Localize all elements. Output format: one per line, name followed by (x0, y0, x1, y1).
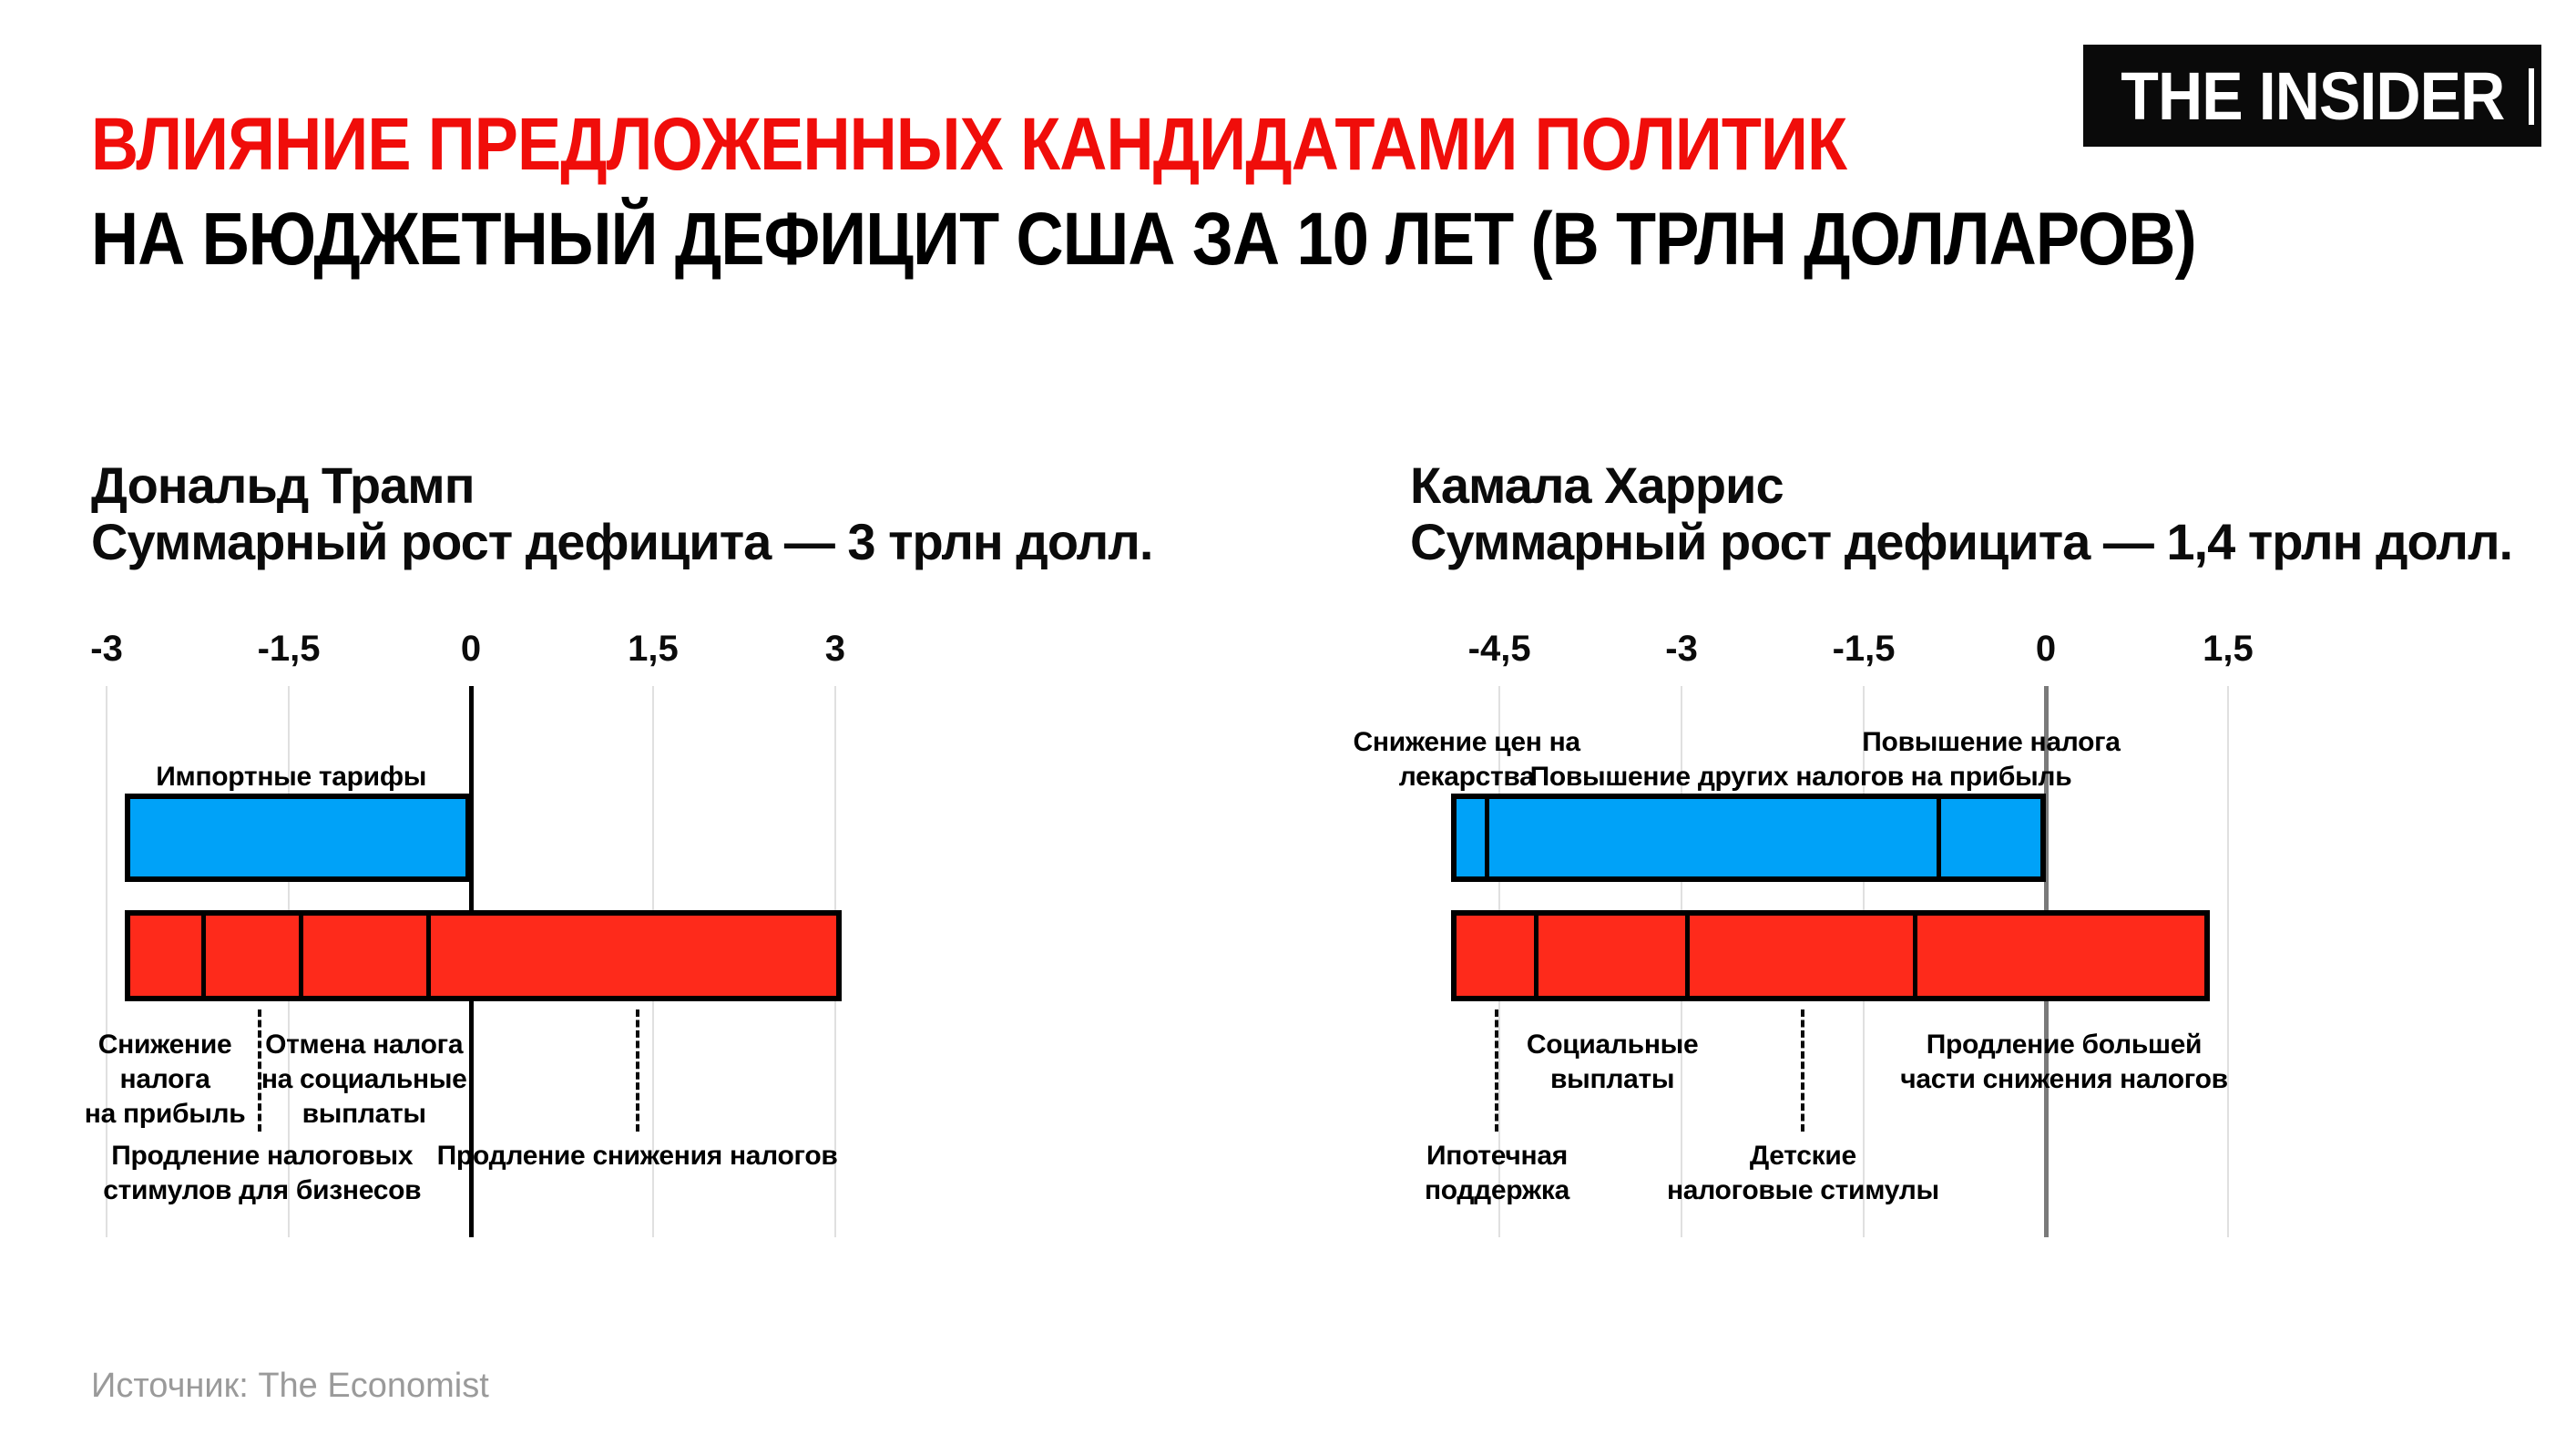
bar-segment-label: Продление большей части снижения налогов (1900, 1030, 2228, 1094)
annotation-connector (1801, 1009, 1805, 1132)
bar-segment-divider (1937, 799, 1942, 876)
bar-segment-label: Повышение других налогов (1529, 762, 1905, 792)
logo-cursor-bar (2529, 68, 2534, 125)
the-insider-logo: THE INSIDER (2083, 45, 2541, 147)
candidate-total-harris: Суммарный рост дефицита — 1,4 трлн долл. (1410, 513, 2513, 570)
bar-segment-divider (1912, 916, 1917, 996)
annotation-connector (1495, 1009, 1499, 1132)
axis-tick-label: 1,5 (2203, 629, 2254, 669)
bar-segment-divider (425, 916, 431, 996)
bar-segment-label: Импортные тарифы (156, 762, 427, 792)
savings-bar (1450, 794, 2046, 882)
bar-segment-label: Повышение налога на прибыль (1862, 727, 2121, 792)
bar-segment-divider (1485, 799, 1490, 876)
bar-segment-label: Снижение налога на прибыль (84, 1030, 246, 1129)
bar-segment-label: Снижение цен на лекарства (1353, 727, 1581, 792)
source-note: Источник: The Economist (91, 1367, 489, 1405)
axis-tick-label: -3 (1665, 629, 1698, 669)
annotation-connector (258, 1009, 262, 1132)
costs-bar (125, 910, 842, 1001)
axis-tick-label: 3 (824, 629, 846, 669)
chart-header-trump: Дональд Трамп Суммарный рост дефицита — … (91, 456, 1153, 570)
bar-segment-divider (298, 916, 303, 996)
bar-segment-label: Ипотечная поддержка (1424, 1141, 1569, 1205)
gridline (106, 686, 108, 1237)
axis-tick-label: 1,5 (628, 629, 679, 669)
savings-bar (125, 794, 471, 882)
axis-tick-label: -3 (90, 629, 123, 669)
bar-segment-label: Отмена налога на социальные выплаты (261, 1030, 467, 1129)
chart-header-harris: Камала Харрис Суммарный рост дефицита — … (1410, 456, 2513, 570)
candidate-name-trump: Дональд Трамп (91, 456, 475, 514)
bar-segment-label: Социальные выплаты (1526, 1030, 1699, 1094)
page-title-line1: ВЛИЯНИЕ ПРЕДЛОЖЕННЫХ КАНДИДАТАМИ ПОЛИТИК (91, 103, 1847, 186)
bar-segment-divider (1685, 916, 1691, 996)
candidate-name-harris: Камала Харрис (1410, 456, 1784, 514)
bar-segment-divider (1533, 916, 1538, 996)
gridline (2226, 686, 2229, 1237)
axis-tick-label: -1,5 (257, 629, 321, 669)
candidate-total-trump: Суммарный рост дефицита — 3 трлн долл. (91, 513, 1153, 570)
bar-segment-label: Продление снижения налогов (436, 1141, 838, 1171)
axis-tick-label: 0 (460, 629, 482, 669)
bar-segment-label: Детские налоговые стимулы (1666, 1141, 1939, 1205)
axis-tick-label: -4,5 (1467, 629, 1531, 669)
annotation-connector (635, 1009, 639, 1132)
axis-tick-label: 0 (2035, 629, 2057, 669)
axis-tick-label: -1,5 (1832, 629, 1896, 669)
page-title-line2: НА БЮДЖЕТНЫЙ ДЕФИЦИТ США ЗА 10 ЛЕТ (В ТР… (91, 198, 2197, 281)
bar-segment-label: Продление налоговых стимулов для бизнесо… (103, 1141, 422, 1205)
bar-segment-divider (201, 916, 207, 996)
logo-text: THE INSIDER (2120, 57, 2505, 134)
costs-bar (1450, 910, 2210, 1001)
